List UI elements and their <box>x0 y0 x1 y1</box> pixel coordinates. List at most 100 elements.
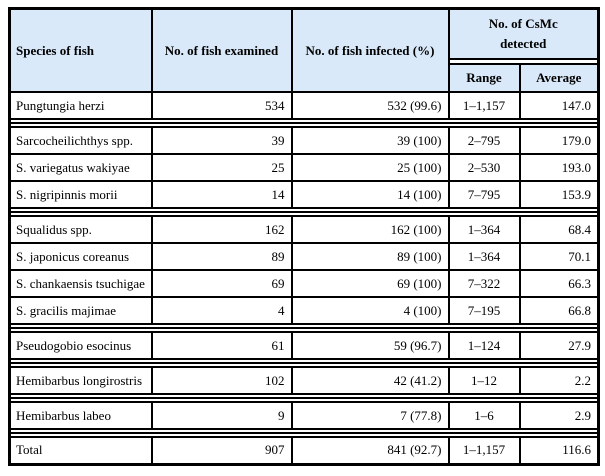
cell-examined: 69 <box>150 269 293 298</box>
cell-species: S. chankaensis tsuchigae <box>8 269 153 298</box>
separator-line <box>11 211 597 213</box>
fish-infection-table: Species of fish No. of fish examined No.… <box>8 7 600 466</box>
column-header-csmc-label: No. of CsMc detected <box>488 15 558 51</box>
separator-line <box>11 397 597 399</box>
cell-examined: 14 <box>150 180 293 209</box>
cell-examined: 534 <box>150 91 293 120</box>
header-double-rule-cell <box>447 58 600 65</box>
cell-species: Total <box>8 436 153 465</box>
group-separator-cell <box>9 358 599 368</box>
cell-infected: 7 (77.8) <box>290 401 450 430</box>
separator-line <box>11 432 597 434</box>
cell-range: 1–124 <box>447 331 521 360</box>
cell-range: 1–6 <box>447 401 521 430</box>
cell-range: 1–364 <box>447 215 521 244</box>
cell-infected: 59 (96.7) <box>290 331 450 360</box>
column-header-range: Range <box>447 64 521 93</box>
header-row-main: Species of fish No. of fish examined No.… <box>8 7 600 93</box>
cell-average: 193.0 <box>518 153 600 182</box>
column-header-species: Species of fish <box>8 7 153 93</box>
cell-range: 7–322 <box>447 269 521 298</box>
table-row: S. variegatus wakiyae 25 25 (100) 2–530 193.… <box>8 153 600 182</box>
separator-line <box>11 327 597 329</box>
cell-range: 1–12 <box>447 366 521 395</box>
cell-range: 7–195 <box>447 296 521 325</box>
cell-range: 1–1,157 <box>447 91 521 120</box>
header-double-rule <box>10 58 600 65</box>
cell-average: 2.2 <box>518 366 600 395</box>
separator-line <box>11 362 597 364</box>
group-separator <box>9 118 599 128</box>
table-row: Pseudogobio esocinus 61 59 (96.7) 1–124 27.9 <box>8 331 600 360</box>
table-row: Pungtungia herzi 534 532 (99.6) 1–1,157 147.… <box>8 91 600 120</box>
header-row-sub: Range Average <box>10 64 600 93</box>
table-row: Hemibarbus longirostris 102 42 (41.2) 1–12 2… <box>8 366 600 395</box>
cell-examined: 4 <box>150 296 293 325</box>
cell-species: S. nigripinnis morii <box>8 180 153 209</box>
cell-average: 70.1 <box>518 242 600 271</box>
cell-average: 66.3 <box>518 269 600 298</box>
cell-species: Sarcocheilichthys spp. <box>8 126 153 155</box>
table-header: Species of fish No. of fish examined No.… <box>8 7 600 93</box>
column-header-csmc: No. of CsMc detected <box>447 7 600 59</box>
group-separator-cell <box>9 393 599 403</box>
table-row: Hemibarbus labeo 9 7 (77.8) 1–6 2.9 <box>8 401 600 430</box>
cell-examined: 102 <box>150 366 293 395</box>
cell-species: Hemibarbus longirostris <box>8 366 153 395</box>
table-row: S. chankaensis tsuchigae 69 69 (100) 7–322 6… <box>8 269 600 298</box>
table-row: S. japonicus coreanus 89 89 (100) 1–364 70.1 <box>8 242 600 271</box>
cell-average: 179.0 <box>518 126 600 155</box>
cell-infected: 841 (92.7) <box>290 436 450 465</box>
cell-infected: 69 (100) <box>290 269 450 298</box>
cell-species: Pungtungia herzi <box>8 91 153 120</box>
column-header-infected: No. of fish infected (%) <box>290 7 450 93</box>
cell-infected: 25 (100) <box>290 153 450 182</box>
table-body: Pungtungia herzi 534 532 (99.6) 1–1,157 147.… <box>8 91 600 465</box>
table-row: Squalidus spp. 162 162 (100) 1–364 68.4 <box>8 215 600 244</box>
cell-species: Hemibarbus labeo <box>8 401 153 430</box>
cell-infected: 89 (100) <box>290 242 450 271</box>
table-row: Sarcocheilichthys spp. 39 39 (100) 2–795 179… <box>8 126 600 155</box>
cell-range: 2–795 <box>447 126 521 155</box>
separator-line <box>11 122 597 124</box>
cell-infected: 42 (41.2) <box>290 366 450 395</box>
table-row: S. nigripinnis morii 14 14 (100) 7–795 153.9 <box>8 180 600 209</box>
column-header-examined: No. of fish examined <box>150 7 293 93</box>
cell-species: Squalidus spp. <box>8 215 153 244</box>
group-separator <box>9 428 599 438</box>
cell-examined: 25 <box>150 153 293 182</box>
cell-species: S. japonicus coreanus <box>8 242 153 271</box>
group-separator <box>9 323 599 333</box>
group-separator-cell <box>9 323 599 333</box>
cell-infected: 4 (100) <box>290 296 450 325</box>
group-separator <box>9 207 599 217</box>
cell-species: S. variegatus wakiyae <box>8 153 153 182</box>
table-row: Total 907 841 (92.7) 1–1,157 116.6 <box>8 436 600 465</box>
cell-examined: 39 <box>150 126 293 155</box>
page: Species of fish No. of fish examined No.… <box>8 7 600 466</box>
group-separator <box>9 393 599 403</box>
cell-range: 7–795 <box>447 180 521 209</box>
cell-examined: 162 <box>150 215 293 244</box>
group-separator-cell <box>9 428 599 438</box>
cell-range: 1–1,157 <box>447 436 521 465</box>
cell-average: 153.9 <box>518 180 600 209</box>
cell-infected: 532 (99.6) <box>290 91 450 120</box>
table-row: S. gracilis majimae 4 4 (100) 7–195 66.8 <box>8 296 600 325</box>
cell-average: 66.8 <box>518 296 600 325</box>
cell-average: 147.0 <box>518 91 600 120</box>
cell-infected: 14 (100) <box>290 180 450 209</box>
group-separator <box>9 358 599 368</box>
cell-infected: 162 (100) <box>290 215 450 244</box>
group-separator-cell <box>9 118 599 128</box>
group-separator-cell <box>9 207 599 217</box>
column-header-average: Average <box>518 64 600 93</box>
cell-species: S. gracilis majimae <box>8 296 153 325</box>
cell-range: 2–530 <box>447 153 521 182</box>
cell-examined: 907 <box>150 436 293 465</box>
cell-infected: 39 (100) <box>290 126 450 155</box>
cell-average: 68.4 <box>518 215 600 244</box>
cell-examined: 89 <box>150 242 293 271</box>
cell-average: 27.9 <box>518 331 600 360</box>
cell-average: 116.6 <box>518 436 600 465</box>
